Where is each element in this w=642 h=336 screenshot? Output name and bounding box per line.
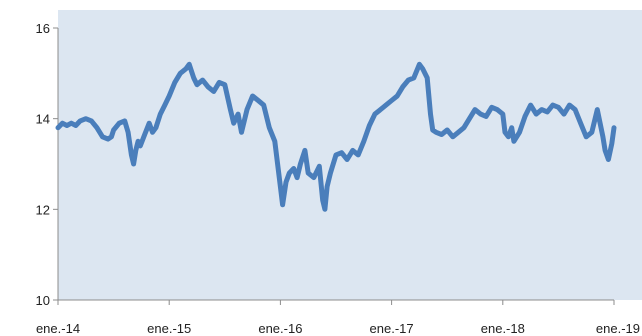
y-tick-label: 12 [36,202,50,217]
x-tick-label: ene.-16 [258,321,302,336]
x-tick-label: ene.-19 [596,321,640,336]
x-tick-label: ene.-17 [370,321,414,336]
x-tick-label: ene.-15 [147,321,191,336]
y-axis-ticks: 10 12 14 16 [36,21,58,308]
x-tick-label: ene.-18 [481,321,525,336]
x-tick-label: ene.-14 [36,321,80,336]
y-tick-label: 14 [36,112,50,127]
y-tick-label: 16 [36,21,50,36]
series-line [55,61,617,212]
y-tick-label: 10 [36,293,50,308]
x-axis-ticks: ene.-14 ene.-15 ene.-16 ene.-17 ene.-18 ene.-… [36,300,640,336]
